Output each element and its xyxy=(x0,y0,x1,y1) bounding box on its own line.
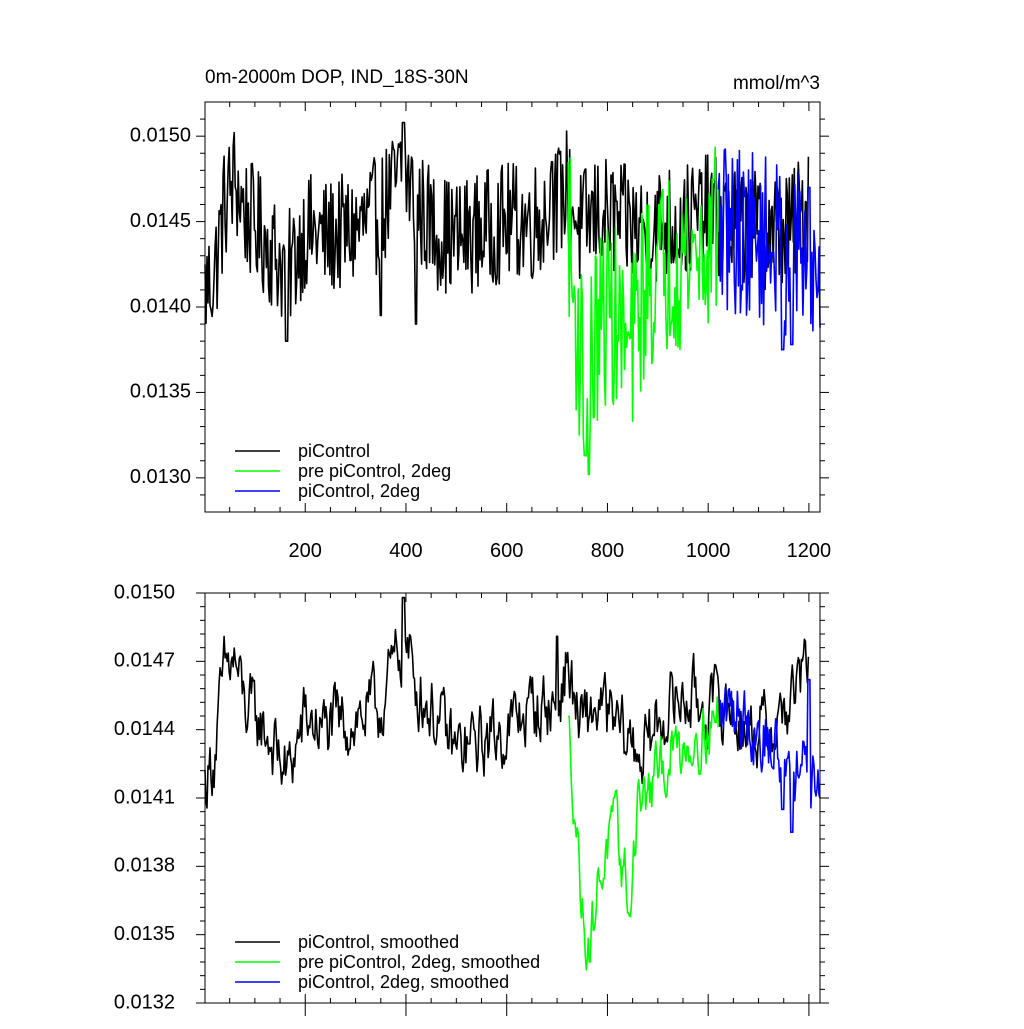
top-y-tick-label: 0.0140 xyxy=(130,295,191,317)
bottom-y-tick-label: 0.0147 xyxy=(114,650,175,672)
bottom-y-tick-label: 0.0144 xyxy=(114,718,175,740)
top-x-tick-label: 400 xyxy=(389,540,422,562)
series-line-picontrol-2deg-smoothed xyxy=(717,678,821,834)
bottom-legend-label: piControl, 2deg, smoothed xyxy=(298,972,509,992)
top-chart-title: 0m-2000m DOP, IND_18S-30N xyxy=(205,67,469,88)
top-panel: 0m-2000m DOP, IND_18S-30N mmol/m^3 0.013… xyxy=(130,67,831,562)
series-line-picontrol-2deg xyxy=(717,148,821,351)
series-line-picontrol xyxy=(204,121,810,343)
series-line-pre-picontrol-2deg-smoothed xyxy=(567,696,720,971)
top-legend-label: piControl xyxy=(298,441,370,461)
top-x-tick-label: 1200 xyxy=(787,540,832,562)
bottom-y-tick-label: 0.0141 xyxy=(114,786,175,808)
bottom-panel: 0.0132 0.0135 0.0138 0.0141 0.0144 0.014… xyxy=(114,581,829,1016)
top-chart-units: mmol/m^3 xyxy=(733,73,820,94)
top-x-tick-label: 600 xyxy=(490,540,523,562)
bottom-tick-group xyxy=(196,592,829,1016)
series-line-pre-picontrol-2deg xyxy=(567,146,720,476)
bottom-y-tick-label: 0.0138 xyxy=(114,855,175,877)
bottom-legend: piControl, smoothed pre piControl, 2deg,… xyxy=(235,932,540,992)
bottom-y-tick-label: 0.0150 xyxy=(114,581,175,603)
top-x-tick-label: 1000 xyxy=(686,540,731,562)
bottom-y-tick-label: 0.0132 xyxy=(114,991,175,1013)
bottom-legend-label: piControl, smoothed xyxy=(298,932,459,952)
top-x-tick-label: 200 xyxy=(289,540,322,562)
top-y-tick-label: 0.0150 xyxy=(130,124,191,146)
top-legend: piControl pre piControl, 2deg piControl,… xyxy=(235,441,451,501)
bottom-series-group xyxy=(204,596,821,971)
top-legend-label: piControl, 2deg xyxy=(298,481,420,501)
bottom-y-tick-label: 0.0135 xyxy=(114,923,175,945)
top-x-tick-label: 800 xyxy=(591,540,624,562)
top-y-tick-label: 0.0130 xyxy=(130,466,191,488)
top-tick-group xyxy=(196,102,829,512)
top-series-group xyxy=(204,121,821,476)
top-y-tick-label: 0.0135 xyxy=(130,381,191,403)
bottom-legend-label: pre piControl, 2deg, smoothed xyxy=(298,952,540,972)
top-y-tick-label: 0.0145 xyxy=(130,210,191,232)
top-legend-label: pre piControl, 2deg xyxy=(298,461,451,481)
